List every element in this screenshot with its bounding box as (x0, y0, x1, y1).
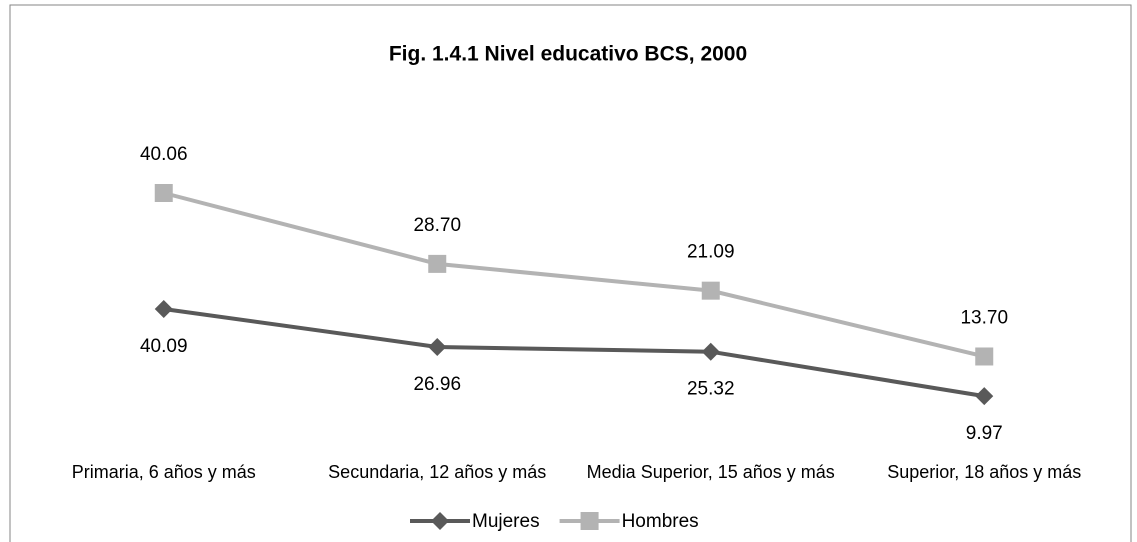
chart-border (9, 4, 1132, 542)
data-label: 13.70 (960, 308, 1008, 329)
legend-marker (580, 512, 599, 530)
x-tick-label: Media Superior, 15 años y más (586, 462, 835, 482)
chart-title: Fig. 1.4.1 Nivel educativo BCS, 2000 (389, 43, 747, 66)
data-label: 25.32 (687, 379, 735, 400)
marker (975, 387, 994, 406)
marker (428, 254, 447, 273)
x-tick-label: Primaria, 6 años y más (71, 462, 256, 482)
marker (701, 342, 720, 361)
legend-label: Hombres (622, 511, 699, 532)
data-label: 28.70 (413, 215, 461, 236)
data-label: 9.97 (966, 423, 1003, 444)
x-tick-label: Superior, 18 años y más (887, 462, 1082, 482)
x-tick-label: Secundaria, 12 años y más (328, 462, 547, 482)
marker (154, 184, 173, 202)
marker (154, 299, 173, 318)
line (163, 191, 985, 359)
data-label: 26.96 (413, 374, 461, 395)
data-label: 40.06 (140, 144, 188, 165)
marker (701, 281, 720, 300)
marker (428, 337, 447, 356)
data-label: 21.09 (687, 242, 735, 263)
line (163, 306, 985, 399)
data-label: 40.09 (140, 336, 188, 357)
legend-label: Mujeres (472, 511, 540, 532)
marker (975, 347, 994, 366)
legend-marker (431, 512, 449, 530)
